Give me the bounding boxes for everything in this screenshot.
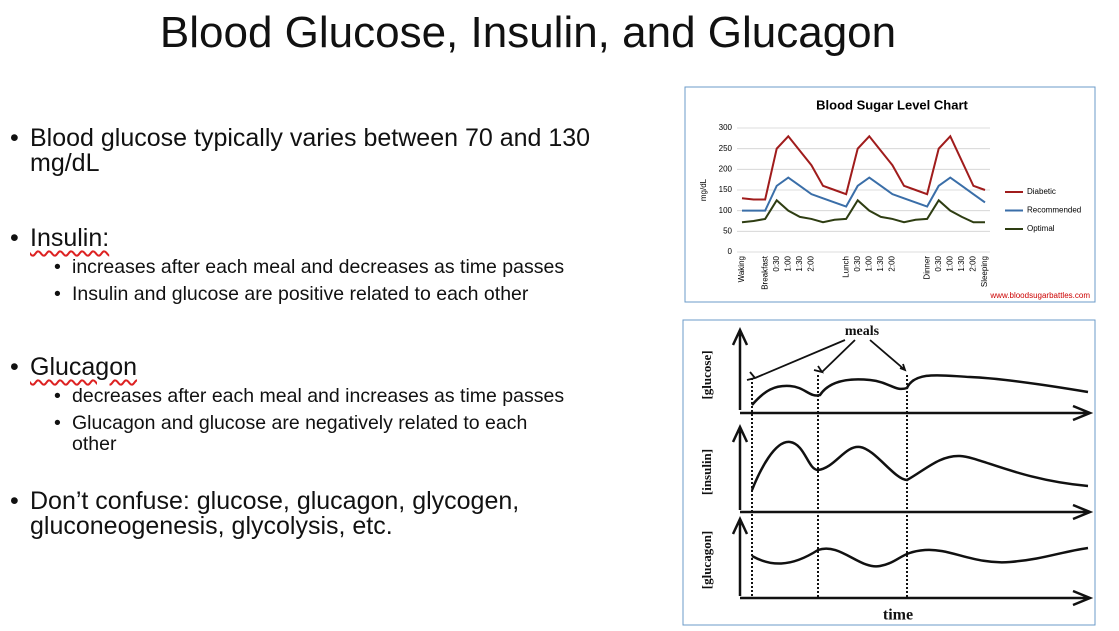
y-tick-label: 150 xyxy=(719,185,733,194)
bullet-heading: Glucagon xyxy=(30,353,138,381)
y-tick-label: 200 xyxy=(719,164,733,173)
diagram-frame xyxy=(682,319,1096,626)
x-tick-label: 1:30 xyxy=(876,255,885,271)
legend-label: Optimal xyxy=(1027,224,1055,233)
x-tick-label: 2:00 xyxy=(888,255,897,271)
x-tick-label: 0:30 xyxy=(772,255,781,271)
axis xyxy=(731,327,1094,422)
x-tick-label: Sleeping xyxy=(980,256,989,287)
y-tick-label: 250 xyxy=(719,144,733,153)
x-tick-label: 1:00 xyxy=(945,255,954,271)
diagram-label: time xyxy=(883,607,913,624)
x-tick-label: 1:30 xyxy=(957,255,966,271)
meal-arrows xyxy=(746,339,907,381)
y-tick-label: 50 xyxy=(723,226,732,235)
line xyxy=(741,134,986,201)
sub-bullet: Insulin and glucose are positive related… xyxy=(10,284,572,306)
sub-bullet: increases after each meal and decreases … xyxy=(10,257,572,279)
arrow xyxy=(746,339,907,381)
bullet-heading: Insulin: xyxy=(30,224,110,252)
x-tick-label: 1:30 xyxy=(795,255,804,271)
diagram: meals time [glucose] [insulin] [glucagon… xyxy=(682,319,1096,626)
source: www.bloodsugarbattles.com xyxy=(989,291,1090,300)
x-tick-label: Waking xyxy=(737,256,746,282)
bullet: Don’t confuse: glucose, glucagon, glycog… xyxy=(10,489,610,539)
x-tick-label: 2:00 xyxy=(969,255,978,271)
line xyxy=(742,176,986,212)
chart-frame xyxy=(684,86,1096,303)
sub-bullet: Glucagon and glucose are negatively rela… xyxy=(10,413,572,455)
diagram-label: [glucagon] xyxy=(699,531,714,590)
bullet: Insulin: xyxy=(10,224,610,252)
glucose-curve xyxy=(751,373,1089,406)
x-tick-label: 0:30 xyxy=(934,255,943,271)
legend-label: Recommended xyxy=(1027,206,1081,215)
x-tick-label: 0:30 xyxy=(853,255,862,271)
diagram-label: [glucose] xyxy=(699,350,714,399)
x-tick-label: 2:00 xyxy=(807,255,816,271)
x-tick-label: Dinner xyxy=(922,256,931,280)
chart-title: Blood Sugar Level Chart xyxy=(816,97,968,112)
sub-bullet: decreases after each meal and increases … xyxy=(10,386,572,408)
diagram-label: meals xyxy=(845,324,880,339)
line xyxy=(741,198,985,224)
axis xyxy=(731,424,1094,521)
slide-title: Blood Glucose, Insulin, and Glucagon xyxy=(159,8,897,57)
bullet: Blood glucose typically varies between 7… xyxy=(10,126,610,176)
bullets: Blood glucose typically varies between 7… xyxy=(10,126,610,539)
y-tick-label: 100 xyxy=(719,206,733,215)
axis xyxy=(731,516,1094,607)
y-tick-label: 0 xyxy=(728,247,733,256)
bullet: Glucagon xyxy=(10,353,610,381)
x-tick-label: Lunch xyxy=(841,256,850,278)
insulin-curve xyxy=(750,440,1089,491)
x-tick-label: 1:00 xyxy=(783,255,792,271)
glucagon-curve xyxy=(751,546,1089,568)
y-axis-label: mg/dL xyxy=(699,178,708,201)
diagram-label: [insulin] xyxy=(699,449,714,495)
axes xyxy=(731,327,1094,607)
curves xyxy=(750,373,1089,568)
x-tick-label: Breakfast xyxy=(760,255,769,290)
y-tick-label: 300 xyxy=(719,123,733,132)
legend-label: Diabetic xyxy=(1027,187,1056,196)
x-tick-label: 1:00 xyxy=(864,255,873,271)
